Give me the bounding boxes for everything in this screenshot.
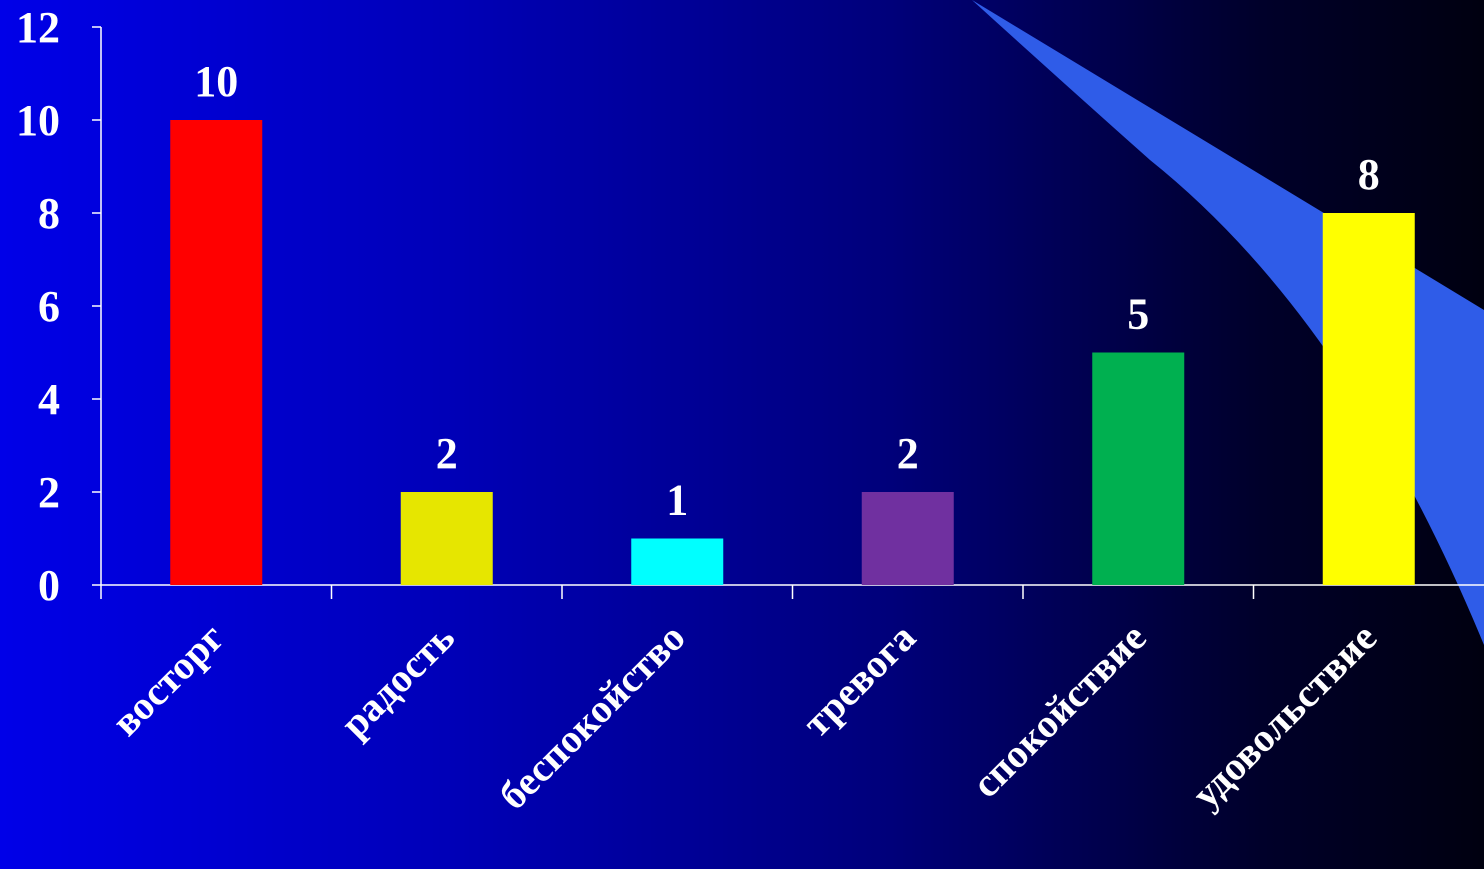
y-tick-label: 10 bbox=[16, 96, 60, 145]
data-label: 10 bbox=[194, 57, 238, 106]
data-label: 2 bbox=[436, 429, 458, 478]
y-tick-label: 2 bbox=[38, 468, 60, 517]
value-labels: 10 2 1 2 5 8 bbox=[194, 57, 1380, 525]
bars bbox=[170, 120, 1415, 585]
x-tick-label: восторг bbox=[103, 615, 233, 745]
bar-3 bbox=[631, 538, 724, 585]
y-tick-label: 0 bbox=[38, 561, 60, 610]
y-tick-label: 6 bbox=[38, 282, 60, 331]
bar-4 bbox=[861, 492, 954, 585]
data-label: 1 bbox=[666, 476, 688, 525]
x-tick-label: беспокойство bbox=[490, 615, 694, 819]
bar-2 bbox=[400, 492, 493, 585]
y-tick-label: 8 bbox=[38, 189, 60, 238]
x-axis bbox=[100, 584, 1484, 599]
x-tick-label: радость bbox=[332, 615, 464, 747]
category-labels: восторг радость беспокойство тревога спокойс… bbox=[103, 615, 1385, 819]
bar-5 bbox=[1092, 352, 1185, 585]
y-axis: 0 2 4 6 8 10 12 bbox=[16, 3, 102, 610]
x-tick-label: спокойствие bbox=[963, 615, 1155, 807]
bar-6 bbox=[1322, 213, 1415, 585]
x-tick-label: удовольствие bbox=[1183, 615, 1385, 817]
bar-1 bbox=[170, 120, 263, 585]
x-tick-label: тревога bbox=[794, 615, 925, 746]
y-tick-label: 4 bbox=[38, 375, 60, 424]
data-label: 5 bbox=[1127, 290, 1149, 339]
data-label: 2 bbox=[897, 429, 919, 478]
data-label: 8 bbox=[1358, 150, 1380, 199]
y-tick-label: 12 bbox=[16, 3, 60, 52]
